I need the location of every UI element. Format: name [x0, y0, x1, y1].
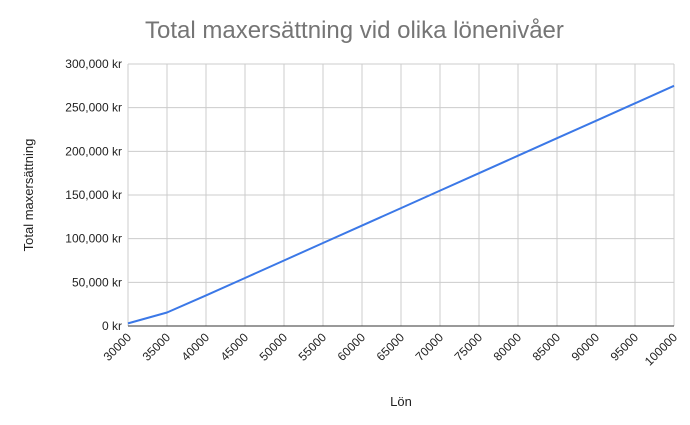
x-tick-label: 40000 — [179, 330, 213, 364]
x-axis-label: Lön — [390, 394, 412, 409]
x-tick-label: 100000 — [642, 330, 680, 368]
y-tick-label: 250,000 kr — [65, 101, 122, 115]
x-tick-label: 50000 — [257, 330, 291, 364]
x-tick-label: 30000 — [101, 330, 135, 364]
x-tick-label: 35000 — [140, 330, 174, 364]
grid — [127, 63, 675, 326]
x-axis-ticks: 30000 35000 40000 45000 50000 55000 60000 65000… — [101, 330, 681, 368]
y-axis-label: Total maxersättning — [21, 139, 36, 252]
x-tick-label: 95000 — [608, 330, 642, 364]
y-tick-label: 300,000 kr — [65, 57, 122, 71]
x-tick-label: 85000 — [530, 330, 564, 364]
x-tick-label: 45000 — [218, 330, 252, 364]
y-tick-label: 100,000 kr — [65, 232, 122, 246]
x-tick-label: 55000 — [296, 330, 330, 364]
x-tick-label: 70000 — [413, 330, 447, 364]
x-tick-label: 65000 — [374, 330, 408, 364]
x-tick-label: 90000 — [569, 330, 603, 364]
y-axis-ticks: 0 kr 50,000 kr 100,000 kr 150,000 kr 200,000… — [65, 57, 122, 333]
chart-title: Total maxersättning vid olika lönenivåer — [145, 17, 564, 44]
x-tick-label: 60000 — [335, 330, 369, 364]
y-tick-label: 50,000 kr — [72, 275, 122, 289]
x-tick-label: 75000 — [452, 330, 486, 364]
series-line-0 — [127, 84, 675, 325]
y-tick-label: 0 kr — [102, 319, 122, 333]
series-layer — [127, 84, 675, 325]
y-tick-label: 150,000 kr — [65, 188, 122, 202]
y-tick-label: 200,000 kr — [65, 144, 122, 158]
x-tick-label: 80000 — [491, 330, 525, 364]
